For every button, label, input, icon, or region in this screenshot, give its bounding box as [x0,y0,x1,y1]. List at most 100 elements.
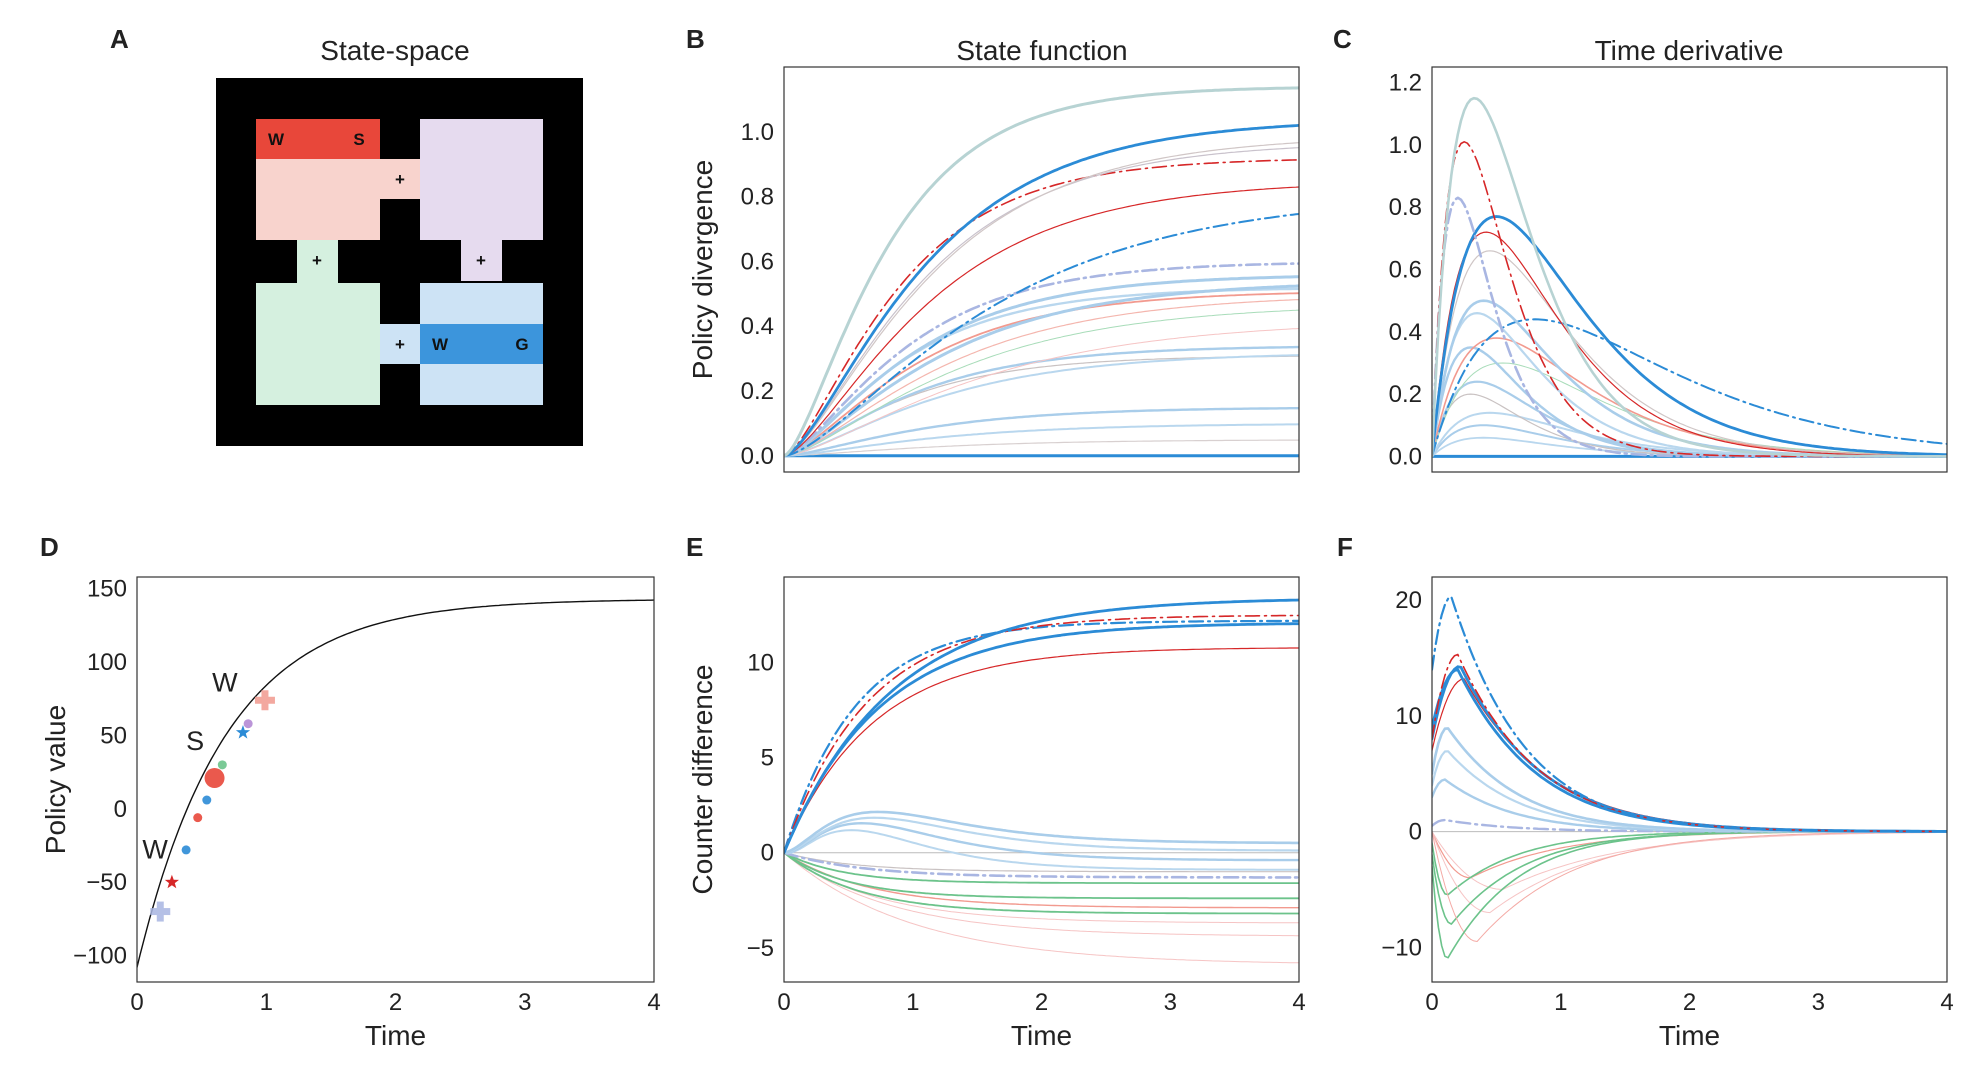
panel-e-series-blue-solid-1 [784,598,1299,855]
panel-b-series-blue-dashdot [784,213,1299,457]
door-label-right: + [476,251,486,270]
panel-e-ylabel: Counter difference [687,665,718,895]
panel-d-xtick-label: 1 [260,989,273,1016]
panel-letter-d: D [40,532,59,562]
panel-e-ytick-label: 0 [761,840,774,867]
panel-e-series-grey-1 [784,852,1299,873]
panel-letter-e: E [686,532,703,562]
panel-f-xtick-label: 4 [1940,989,1953,1016]
panel-f-ytick-label: 20 [1395,587,1422,614]
panel-c-ytick-label: 1.0 [1389,132,1422,159]
panel-d-frame [136,576,655,983]
panel-b-series-green-faint [784,309,1299,457]
panel-c-series-grey-3 [1432,393,1947,457]
panel-letter-b: B [686,24,705,54]
panel-letter-a: A [110,24,129,54]
panel-e-series-green-3 [784,851,1299,915]
panel-b-series-light-blue-1 [784,275,1299,458]
panel-f-series-salmon-1 [1432,831,1947,879]
panel-d-series-group [137,599,654,968]
panel-c-series-blue-solid-1 [1432,215,1947,458]
panel-f-series-pink-3 [1432,831,1947,890]
marker-star-blue-w [235,725,251,739]
blue-corridor [380,324,420,364]
panel-b-ytick-label: 0.2 [741,378,774,405]
blue-room-row [420,324,543,364]
panel-b-series-grey-4 [784,439,1299,457]
panel-d-ylabel: Policy value [40,705,71,854]
panel-c-series-light-blue-4 [1432,380,1947,458]
panel-d-xtick-label: 4 [647,989,660,1016]
panel-b-ytick-label: 0.6 [741,248,774,275]
annotation-s_mid: S [186,726,204,756]
red-room-top [256,119,380,159]
panel-f-xtick-label: 2 [1683,989,1696,1016]
purple-room [420,119,543,240]
panel-c-ytick-label: 1.2 [1389,70,1422,97]
panel-d-xtick-label: 0 [130,989,143,1016]
panel-f-series-blue-dashdot [1432,595,1947,833]
panel-f-series-light-blue-1 [1432,727,1947,833]
panel-f-ytick-label: −10 [1381,934,1422,961]
annotation-w_upper: W [212,667,238,697]
door-label-left: + [312,251,322,270]
panel-d-ytick-label: −50 [86,869,127,896]
panel-e-series-green-2 [784,851,1299,900]
panel-c-series-lavender-dashdot [1432,196,1947,458]
panel-f-xtick-label: 3 [1812,989,1825,1016]
panel-e-series-red-dashdot [784,614,1299,854]
cell-label-red-s: S [353,130,364,149]
panel-f-series-green-1 [1432,830,1947,959]
panel-letter-c: C [1333,24,1352,54]
panel-f-plot: −10 0 10 20 0 1 2 3 4 Time [1381,576,1954,1051]
green-corridor [297,240,338,283]
panel-a-title: State-space [320,35,469,66]
panel-c-series-red-solid [1432,231,1947,457]
panel-c-series-group [1432,96,1947,458]
panel-e-ytick-label: 10 [747,650,774,677]
panel-f-series-red-solid [1432,678,1947,832]
annotation-w_lower: W [142,835,168,865]
panel-b-ytick-label: 0.4 [741,313,774,340]
panel-f-series-green-3 [1432,830,1947,896]
panel-b-series-lavender-dashdot [784,262,1299,458]
panel-e-series-red-solid [784,647,1299,854]
panel-letter-f: F [1337,532,1353,562]
panel-f-xlabel: Time [1659,1020,1720,1051]
panel-c-title: Time derivative [1595,35,1784,66]
panel-e-series-light-blue-4 [784,829,1299,871]
panel-b-series-salmon-2 [784,299,1299,457]
panel-b-series-pink-faint [784,328,1299,457]
panel-e-xtick-label: 0 [777,989,790,1016]
state-space-grid: W S + + + + W G [216,78,583,446]
panel-b-ytick-label: 0.0 [741,443,774,470]
panel-f-series-blue-solid-2 [1432,668,1947,833]
panel-e-series-salmon-1 [784,852,1299,909]
panel-e-series-lavender-dashdot [784,851,1299,879]
panel-d-series-policy-value [137,599,654,968]
panel-b-ytick-label: 1.0 [741,119,774,146]
panel-d-ytick-label: 50 [100,722,127,749]
panel-e-xtick-label: 1 [906,989,919,1016]
panel-b-ytick-label: 0.8 [741,184,774,211]
panel-b-series-light-blue-7 [784,423,1299,457]
cell-label-red-w: W [268,130,285,149]
panel-b-series-red-solid [784,186,1299,457]
panel-e-xtick-label: 3 [1164,989,1177,1016]
panel-f-xtick-label: 0 [1425,989,1438,1016]
panel-e-series-group [784,598,1299,964]
red-room-bottom [256,159,380,240]
marker-plus-salmon [254,690,275,711]
panel-e-series-light-blue-1 [784,810,1299,854]
panel-b-title: State function [956,35,1127,66]
panel-e-series-light-blue-2 [784,816,1299,854]
purple-corridor [461,240,502,281]
panel-b-series-grey-teal-1 [784,86,1299,458]
marker-dot-purple [243,719,253,729]
marker-dot-red-1 [193,813,203,823]
panel-b-series-red-dashdot [784,159,1299,457]
cell-label-blue-g: G [515,335,528,354]
panel-d-ytick-label: 0 [114,796,127,823]
